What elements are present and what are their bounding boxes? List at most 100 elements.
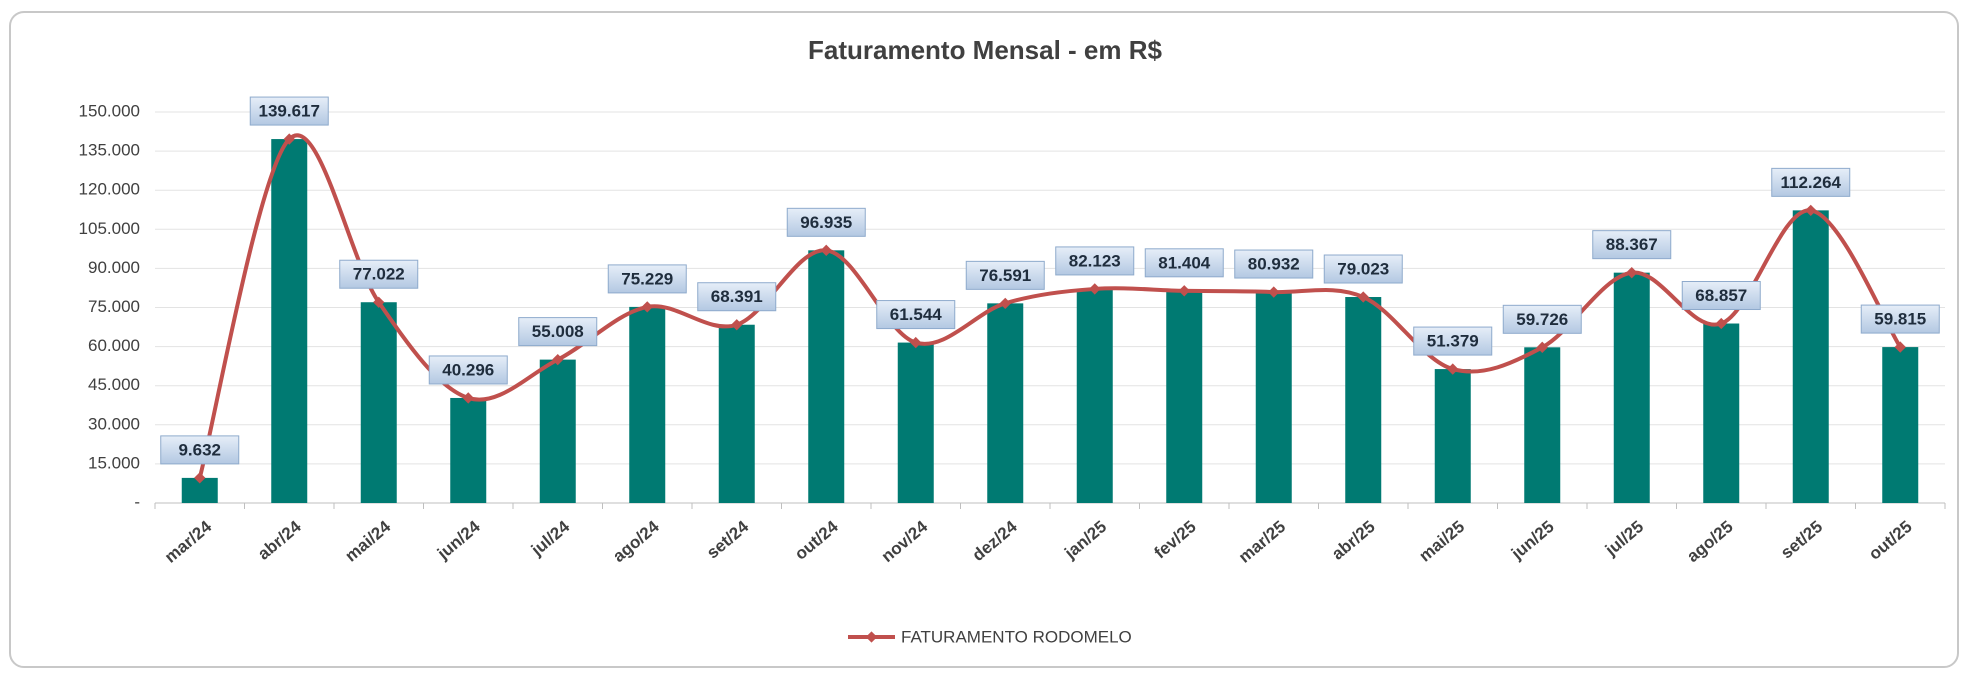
y-tick-label: 45.000 bbox=[88, 375, 140, 394]
data-label: 112.264 bbox=[1771, 167, 1851, 197]
y-tick-label: 120.000 bbox=[79, 180, 140, 199]
data-label-text: 88.367 bbox=[1606, 235, 1658, 254]
data-label-text: 139.617 bbox=[259, 102, 320, 121]
legend-marker bbox=[865, 631, 878, 643]
marker bbox=[1626, 266, 1638, 279]
data-label-text: 40.296 bbox=[442, 360, 494, 379]
marker bbox=[1536, 341, 1548, 353]
bar bbox=[1524, 347, 1561, 503]
data-label-box bbox=[160, 435, 240, 465]
bar bbox=[360, 302, 397, 503]
bar bbox=[1255, 292, 1292, 503]
data-label: 88.367 bbox=[1592, 230, 1672, 260]
data-label-box bbox=[1413, 326, 1493, 356]
data-label: 76.591 bbox=[965, 260, 1045, 290]
data-label: 82.123 bbox=[1055, 246, 1135, 276]
bar bbox=[897, 342, 934, 503]
data-label-text: 112.264 bbox=[1780, 173, 1841, 192]
data-label-text: 76.591 bbox=[979, 266, 1031, 285]
data-label-text: 82.123 bbox=[1069, 251, 1121, 270]
chart-title: Faturamento Mensal - em R$ bbox=[808, 35, 1163, 65]
data-label-box bbox=[786, 207, 866, 237]
data-label-box bbox=[697, 282, 777, 312]
marker bbox=[1178, 285, 1190, 297]
data-label-box bbox=[1234, 249, 1314, 279]
data-label-text: 75.229 bbox=[621, 269, 673, 288]
marker bbox=[462, 392, 474, 404]
data-label-text: 61.544 bbox=[890, 305, 943, 324]
marker bbox=[641, 301, 653, 313]
bar bbox=[1613, 272, 1650, 503]
bar bbox=[1166, 290, 1203, 503]
marker bbox=[1447, 363, 1459, 375]
marker bbox=[1089, 283, 1101, 295]
data-label: 68.857 bbox=[1681, 281, 1761, 311]
bar bbox=[450, 397, 487, 503]
data-label-text: 79.023 bbox=[1337, 259, 1389, 278]
marker bbox=[1357, 291, 1369, 303]
data-label-text: 59.815 bbox=[1874, 310, 1926, 329]
marker bbox=[373, 296, 385, 308]
marker bbox=[999, 297, 1011, 310]
y-tick-label: - bbox=[134, 492, 140, 511]
marker bbox=[820, 244, 832, 256]
data-label: 59.815 bbox=[1860, 304, 1940, 334]
legend-label: FATURAMENTO RODOMELO bbox=[901, 627, 1132, 646]
bar bbox=[1703, 323, 1740, 503]
marker bbox=[1894, 341, 1906, 353]
data-label: 61.544 bbox=[876, 300, 956, 330]
data-label-box bbox=[1771, 167, 1851, 197]
data-label-text: 80.932 bbox=[1248, 255, 1300, 274]
data-label-box bbox=[339, 259, 419, 289]
data-label-box bbox=[1144, 248, 1224, 278]
data-label: 139.617 bbox=[249, 96, 329, 126]
y-tick-label: 30.000 bbox=[88, 414, 140, 433]
data-label-box bbox=[965, 260, 1045, 290]
data-label: 51.379 bbox=[1413, 326, 1493, 356]
marker bbox=[1268, 286, 1280, 298]
bar bbox=[629, 306, 666, 503]
bar bbox=[539, 359, 576, 503]
data-label: 77.022 bbox=[339, 259, 419, 289]
bar bbox=[1076, 288, 1113, 503]
data-label-box bbox=[518, 317, 598, 347]
data-label-text: 77.022 bbox=[353, 265, 405, 284]
y-tick-label: 150.000 bbox=[79, 101, 140, 120]
data-label-text: 68.857 bbox=[1695, 286, 1747, 305]
bar bbox=[808, 250, 845, 503]
data-label: 55.008 bbox=[518, 317, 598, 347]
marker bbox=[194, 472, 206, 484]
data-label-box bbox=[428, 355, 508, 385]
y-tick-label: 105.000 bbox=[79, 219, 140, 238]
y-tick-label: 90.000 bbox=[88, 258, 140, 277]
bar bbox=[1792, 210, 1829, 503]
data-label-text: 96.935 bbox=[800, 213, 852, 232]
bar bbox=[1345, 297, 1382, 503]
data-label: 79.023 bbox=[1323, 254, 1403, 284]
data-label-box bbox=[1681, 281, 1761, 311]
marker bbox=[1715, 317, 1727, 330]
data-label: 9.632 bbox=[160, 435, 240, 465]
bar bbox=[987, 303, 1024, 503]
data-label-box bbox=[1323, 254, 1403, 284]
marker bbox=[731, 319, 743, 331]
marker bbox=[552, 353, 564, 366]
data-label-text: 68.391 bbox=[711, 287, 763, 306]
data-label: 96.935 bbox=[786, 207, 866, 237]
bar bbox=[1434, 369, 1471, 503]
bar bbox=[718, 324, 755, 503]
data-label-box bbox=[249, 96, 329, 126]
data-label-text: 9.632 bbox=[178, 440, 221, 459]
data-label-box bbox=[607, 264, 687, 294]
data-label-text: 55.008 bbox=[532, 322, 584, 341]
y-tick-label: 135.000 bbox=[79, 141, 140, 160]
data-label: 68.391 bbox=[697, 282, 777, 312]
data-label-box bbox=[1592, 230, 1672, 260]
data-label: 75.229 bbox=[607, 264, 687, 294]
data-label-box bbox=[1502, 304, 1582, 334]
y-tick-label: 15.000 bbox=[88, 453, 140, 472]
marker bbox=[283, 133, 295, 145]
bar bbox=[271, 139, 308, 504]
bar bbox=[1882, 347, 1919, 503]
